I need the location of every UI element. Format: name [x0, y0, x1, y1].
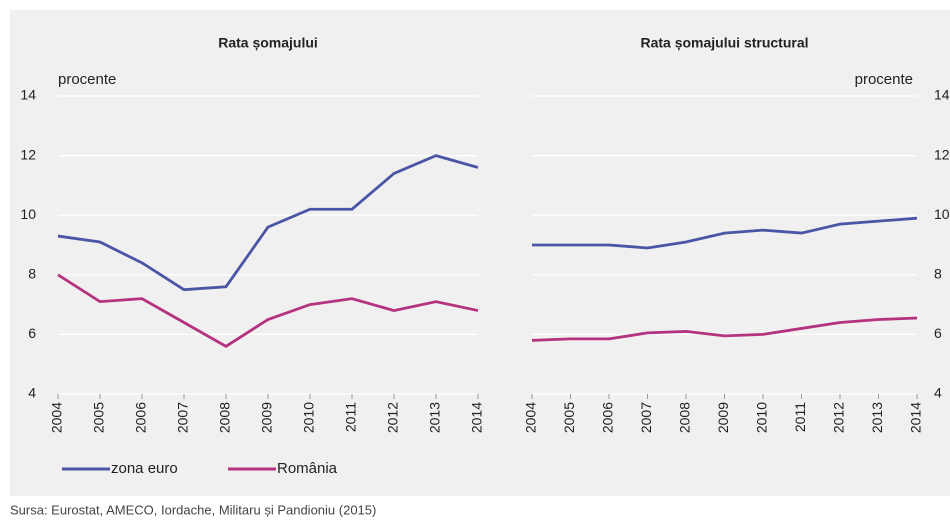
- x-tick-label: 2007: [175, 402, 191, 433]
- x-tick-label: 2012: [831, 402, 847, 433]
- x-tick-label: 2014: [908, 402, 924, 433]
- x-tick-label: 2006: [600, 402, 616, 433]
- y-tick-label: 12: [20, 146, 36, 162]
- x-tick-label: 2008: [677, 402, 693, 433]
- chart-title: Rata șomajului: [218, 35, 318, 51]
- y-tick-label: 14: [20, 87, 36, 103]
- x-tick-label: 2009: [715, 402, 731, 433]
- x-tick-label: 2011: [792, 402, 808, 432]
- series-line: [532, 216, 918, 250]
- panel-background: [10, 10, 950, 496]
- x-tick-label: 2005: [91, 402, 107, 433]
- source-note: Sursa: Eurostat, AMECO, Iordache, Milita…: [10, 502, 376, 517]
- x-tick-label: 2012: [385, 402, 401, 433]
- x-tick-label: 2010: [754, 402, 770, 433]
- x-tick-label: 2014: [469, 402, 485, 433]
- x-tick-label: 2010: [301, 402, 317, 433]
- series-line: [531, 316, 918, 342]
- y-tick-label: 10: [20, 206, 36, 222]
- x-tick-label: 2009: [259, 402, 275, 433]
- series-line: [57, 154, 479, 292]
- x-tick-label: 2004: [49, 402, 65, 433]
- y-tick-label: 10: [934, 206, 950, 222]
- x-tick-label: 2005: [561, 402, 577, 433]
- y-tick-label: 6: [28, 325, 36, 341]
- x-tick-label: 2013: [427, 402, 443, 433]
- y-axis-label: procente: [58, 71, 116, 88]
- y-tick-label: 4: [28, 385, 36, 401]
- legend-label: România: [277, 460, 338, 477]
- x-tick-label: 2007: [638, 402, 654, 433]
- x-tick-label: 2004: [523, 402, 539, 433]
- legend-label: zona euro: [111, 460, 178, 477]
- y-tick-label: 8: [28, 266, 36, 282]
- y-tick-label: 14: [934, 87, 950, 103]
- y-axis-label: procente: [855, 71, 913, 88]
- y-tick-label: 6: [934, 325, 942, 341]
- x-tick-label: 2013: [869, 402, 885, 433]
- y-tick-label: 4: [934, 385, 942, 401]
- series-line: [57, 273, 479, 348]
- y-tick-label: 8: [934, 266, 942, 282]
- x-tick-label: 2008: [217, 402, 233, 433]
- y-tick-label: 12: [934, 146, 950, 162]
- x-tick-label: 2006: [133, 402, 149, 433]
- chart-title: Rata șomajului structural: [640, 35, 808, 51]
- x-tick-label: 2011: [343, 402, 359, 432]
